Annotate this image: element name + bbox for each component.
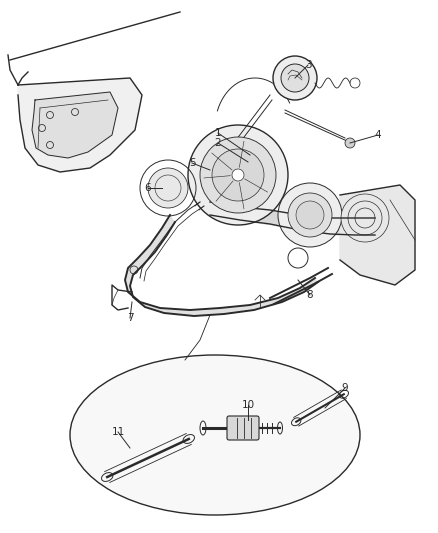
Text: 10: 10 [241,400,254,410]
FancyBboxPatch shape [227,416,259,440]
Circle shape [148,168,188,208]
Circle shape [288,193,332,237]
Text: 4: 4 [374,130,381,140]
Polygon shape [125,215,318,316]
Polygon shape [18,78,142,172]
Text: 5: 5 [189,158,195,168]
Circle shape [341,194,389,242]
Circle shape [200,137,276,213]
Text: 1: 1 [215,128,221,138]
Text: 11: 11 [111,427,125,437]
Polygon shape [32,92,118,158]
Circle shape [278,183,342,247]
Text: 9: 9 [342,383,348,393]
Polygon shape [340,185,415,285]
Text: 2: 2 [215,138,221,148]
Text: 7: 7 [127,313,133,323]
Text: 6: 6 [145,183,151,193]
Circle shape [232,169,244,181]
Text: 3: 3 [305,60,311,70]
Circle shape [188,125,288,225]
Circle shape [212,149,264,201]
Circle shape [273,56,317,100]
Text: 8: 8 [307,290,313,300]
Circle shape [345,138,355,148]
Ellipse shape [70,355,360,515]
Circle shape [296,201,324,229]
Circle shape [281,64,309,92]
